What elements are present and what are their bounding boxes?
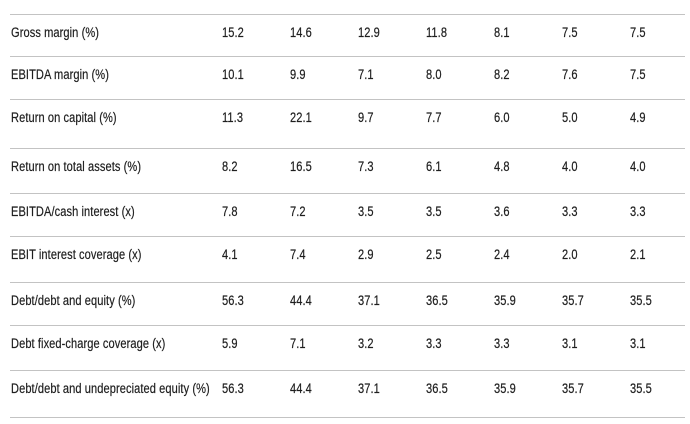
metric-value: 16.5 [290, 159, 312, 174]
metric-value: 7.7 [426, 110, 442, 125]
metric-value: 6.1 [426, 159, 442, 174]
metric-value: 5.0 [562, 110, 578, 125]
metric-value: 3.5 [426, 204, 442, 219]
metric-label: Debt/debt and equity (%) [11, 293, 136, 308]
metric-value: 8.1 [494, 25, 510, 40]
table-row: Debt/debt and equity (%) 56.3 44.4 37.1 36.… [10, 282, 685, 325]
metric-label: Return on capital (%) [11, 110, 117, 125]
metric-value: 36.5 [426, 293, 448, 308]
metric-value: 3.3 [494, 336, 510, 351]
metric-value: 3.3 [426, 336, 442, 351]
metric-value: 4.8 [494, 159, 510, 174]
table-row: Debt fixed-charge coverage (x) 5.9 7.1 3.2… [10, 325, 685, 370]
metric-value: 2.0 [562, 247, 578, 262]
metric-value: 2.1 [630, 247, 646, 262]
metric-label: Debt/debt and undepreciated equity (%) [11, 381, 210, 396]
metric-value: 3.1 [562, 336, 578, 351]
metric-value: 7.5 [630, 25, 646, 40]
metric-value: 7.1 [290, 336, 306, 351]
metric-value: 2.5 [426, 247, 442, 262]
metric-value: 35.9 [494, 293, 516, 308]
metric-value: 7.5 [562, 25, 578, 40]
metric-value: 44.4 [290, 293, 312, 308]
metric-value: 6.0 [494, 110, 510, 125]
metric-value: 35.5 [630, 381, 652, 396]
metric-value: 14.6 [290, 25, 312, 40]
metric-value: 3.3 [630, 204, 646, 219]
metric-value: 12.9 [358, 25, 380, 40]
metric-value: 2.9 [358, 247, 374, 262]
table-row: Return on capital (%) 11.3 22.1 9.7 7.7 6.0 5… [10, 99, 685, 148]
metric-value: 4.1 [222, 247, 238, 262]
metric-value: 35.9 [494, 381, 516, 396]
metric-value: 9.9 [290, 67, 306, 82]
metric-value: 7.6 [562, 67, 578, 82]
metric-value: 9.7 [358, 110, 374, 125]
metric-label: Return on total assets (%) [11, 159, 142, 174]
metric-value: 7.1 [358, 67, 374, 82]
metric-value: 35.7 [562, 381, 584, 396]
metric-value: 35.5 [630, 293, 652, 308]
metric-value: 3.1 [630, 336, 646, 351]
metric-value: 11.8 [426, 25, 448, 40]
metric-label: Gross margin (%) [11, 25, 100, 40]
metric-label: EBITDA/cash interest (x) [11, 204, 135, 219]
table-row: EBIT interest coverage (x) 4.1 7.4 2.9 2.5 2… [10, 236, 685, 282]
table-row: Gross margin (%) 15.2 14.6 12.9 11.8 8.1 7.5 7… [10, 14, 685, 56]
metric-value: 3.2 [358, 336, 374, 351]
metric-value: 7.5 [630, 67, 646, 82]
metric-value: 36.5 [426, 381, 448, 396]
financial-ratios-table: Gross margin (%) 15.2 14.6 12.9 11.8 8.1 7.5 7… [10, 14, 685, 418]
metric-value: 4.9 [630, 110, 646, 125]
metric-label: EBITDA margin (%) [11, 67, 109, 82]
table-row: EBITDA margin (%) 10.1 9.9 7.1 8.0 8.2 7.6 7.5 [10, 56, 685, 99]
table-row: Return on total assets (%) 8.2 16.5 7.3 6.1… [10, 148, 685, 193]
metric-value: 7.2 [290, 204, 306, 219]
metric-value: 4.0 [562, 159, 578, 174]
metric-value: 2.4 [494, 247, 510, 262]
metric-value: 4.0 [630, 159, 646, 174]
metric-value: 37.1 [358, 293, 380, 308]
table-row: Debt/debt and undepreciated equity (%) 5… [10, 370, 685, 417]
metric-value: 3.5 [358, 204, 374, 219]
metric-value: 56.3 [222, 381, 244, 396]
metric-value: 22.1 [290, 110, 312, 125]
metric-value: 35.7 [562, 293, 584, 308]
metric-value: 8.2 [222, 159, 238, 174]
metric-value: 37.1 [358, 381, 380, 396]
metric-value: 7.3 [358, 159, 374, 174]
table-row: EBITDA/cash interest (x) 7.8 7.2 3.5 3.5 3.6… [10, 193, 685, 236]
metric-value: 5.9 [222, 336, 238, 351]
metric-value: 56.3 [222, 293, 244, 308]
metric-value: 8.0 [426, 67, 442, 82]
metric-label: Debt fixed-charge coverage (x) [11, 336, 166, 351]
metric-value: 8.2 [494, 67, 510, 82]
metric-value: 7.8 [222, 204, 238, 219]
metric-value: 15.2 [222, 25, 244, 40]
metric-value: 11.3 [222, 110, 244, 125]
metric-label: EBIT interest coverage (x) [11, 247, 142, 262]
metric-value: 3.3 [562, 204, 578, 219]
metric-value: 7.4 [290, 247, 306, 262]
metric-value: 3.6 [494, 204, 510, 219]
metric-value: 44.4 [290, 381, 312, 396]
metric-value: 10.1 [222, 67, 244, 82]
